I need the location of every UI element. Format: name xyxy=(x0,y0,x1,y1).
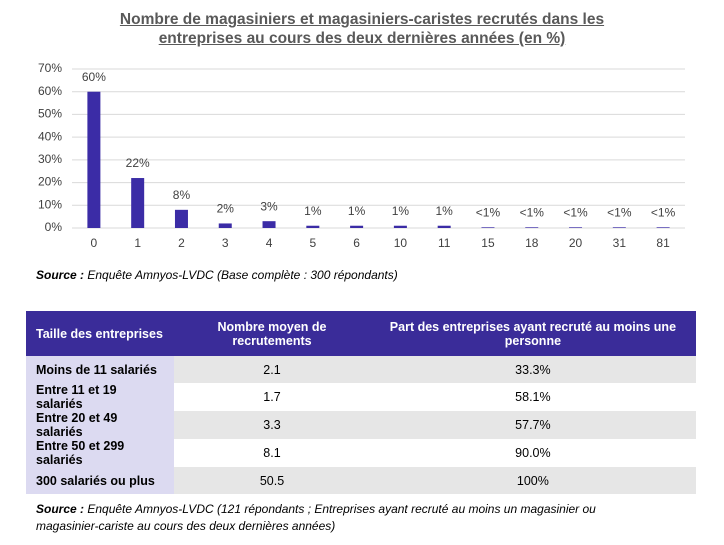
value-label: <1% xyxy=(563,205,588,219)
table-cell: Entre 11 et 19 salariés xyxy=(26,383,175,411)
bar xyxy=(306,225,320,228)
y-tick-label: 10% xyxy=(38,197,62,211)
bar xyxy=(87,91,101,228)
chart-title: Nombre de magasiniers et magasiniers-car… xyxy=(119,11,605,47)
table-cell: 100% xyxy=(369,467,696,494)
value-label: <1% xyxy=(651,205,676,219)
source-label: Source : xyxy=(36,502,85,516)
bar xyxy=(525,227,539,228)
bar xyxy=(350,225,364,228)
y-tick-label: 20% xyxy=(38,175,62,189)
table-row: Entre 50 et 299 salariés 8.1 90.0% xyxy=(26,439,696,467)
table-cell: 90.0% xyxy=(515,446,551,460)
table-cell: 3.3 xyxy=(174,411,370,439)
table-cell: Entre 50 et 299 salariés xyxy=(26,439,175,467)
chart-source: Source : Enquête Amnyos-LVDC (Base compl… xyxy=(36,267,398,284)
x-tick-label: 81 xyxy=(656,236,670,250)
x-tick-label: 1 xyxy=(134,236,141,250)
value-label: 1% xyxy=(436,204,454,218)
y-tick-label: 60% xyxy=(38,84,62,98)
x-tick-label: 20 xyxy=(569,236,583,250)
y-tick-label: 0% xyxy=(45,220,63,234)
value-label: 1% xyxy=(392,204,410,218)
x-tick-label: 4 xyxy=(266,236,273,250)
table-source: Source : Enquête Amnyos-LVDC (121 répond… xyxy=(36,501,596,535)
value-label: <1% xyxy=(476,205,501,219)
table-cell: 1.7 xyxy=(263,390,281,404)
table-row: Entre 11 et 19 salariés 1.7 58.1% xyxy=(26,383,696,411)
table: Taille des entreprises Nombre moyen de re… xyxy=(26,311,696,494)
table-row: Entre 20 et 49 salariés 3.3 57.7% xyxy=(26,411,696,439)
y-tick-label: 40% xyxy=(38,129,62,143)
y-tick-label: 30% xyxy=(38,152,62,166)
value-label: 8% xyxy=(173,188,191,202)
header-cell: Part des entreprises ayant recruté au mo… xyxy=(369,311,696,356)
bar xyxy=(437,225,451,228)
table-header: Taille des entreprises Nombre moyen de re… xyxy=(26,311,696,356)
bar xyxy=(569,227,583,228)
table-cell: 57.7% xyxy=(369,411,696,439)
bar xyxy=(131,178,145,228)
value-label: <1% xyxy=(607,205,632,219)
table-cell: 2.1 xyxy=(174,356,370,383)
bar xyxy=(262,221,276,228)
chart: 0% 10% 20% 30% 40% 50% 60% 70% 0 60% 1 22% 2 8% 3 2% 4 3%… xyxy=(38,61,685,250)
bar xyxy=(393,225,407,228)
source-text: Enquête Amnyos-LVDC (Base complète : 300… xyxy=(87,268,398,282)
x-tick-label: 31 xyxy=(613,236,627,250)
x-tick-label: 18 xyxy=(525,236,539,250)
table-row: Moins de 11 salariés 2.1 33.3% xyxy=(26,356,696,383)
bar xyxy=(174,209,188,228)
table-cell: 8.1 xyxy=(263,446,281,460)
value-label: <1% xyxy=(520,205,545,219)
value-label: 3% xyxy=(260,199,278,213)
source-text: Enquête Amnyos-LVDC (121 répondants ; En… xyxy=(36,502,596,533)
x-tick-label: 5 xyxy=(309,236,316,250)
x-tick-label: 15 xyxy=(481,236,495,250)
y-tick-label: 50% xyxy=(38,107,62,121)
x-tick-label: 2 xyxy=(178,236,185,250)
bar xyxy=(656,227,670,228)
value-label: 60% xyxy=(82,70,106,84)
table-cell: 58.1% xyxy=(515,390,551,404)
y-tick-label: 70% xyxy=(38,61,62,75)
table-cell: 300 salariés ou plus xyxy=(26,467,175,494)
header-cell: Taille des entreprises xyxy=(26,311,175,356)
x-tick-label: 0 xyxy=(91,236,98,250)
value-label: 1% xyxy=(304,204,322,218)
table-cell: 33.3% xyxy=(369,356,696,383)
table-cell: Entre 20 et 49 salariés xyxy=(26,411,175,439)
value-label: 2% xyxy=(217,202,235,216)
table-cell: Moins de 11 salariés xyxy=(26,356,175,383)
source-label: Source : xyxy=(36,268,85,282)
x-tick-label: 3 xyxy=(222,236,229,250)
value-label: 22% xyxy=(126,156,150,170)
x-tick-label: 11 xyxy=(438,236,451,250)
value-label: 1% xyxy=(348,204,366,218)
bar xyxy=(481,227,495,228)
bar xyxy=(612,227,626,228)
table-cell: 50.5 xyxy=(174,467,370,494)
table-row: 300 salariés ou plus 50.5 100% xyxy=(26,467,696,494)
x-tick-label: 6 xyxy=(353,236,360,250)
bar xyxy=(218,223,232,228)
x-tick-label: 10 xyxy=(394,236,408,250)
header-cell: Nombre moyen de recrutements xyxy=(174,311,370,356)
